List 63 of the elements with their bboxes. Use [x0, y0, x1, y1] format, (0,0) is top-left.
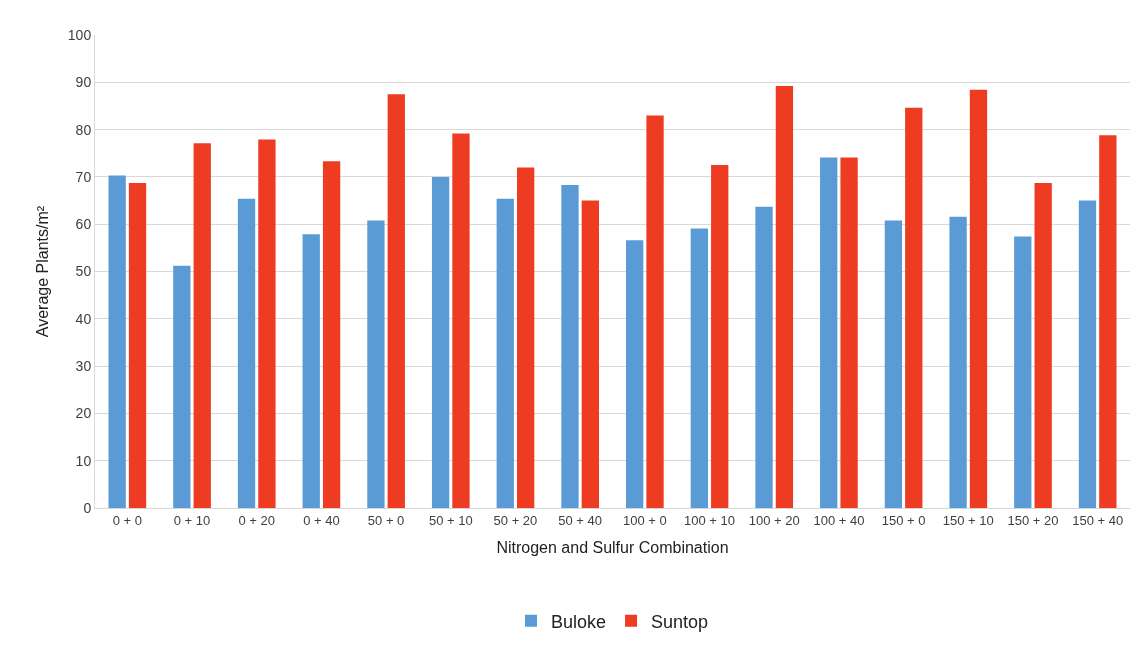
bar	[711, 165, 729, 508]
legend-label: Suntop	[651, 611, 709, 632]
bar	[581, 200, 599, 508]
bar	[626, 240, 644, 508]
y-tick-label: 50	[75, 263, 92, 280]
bar	[969, 89, 988, 508]
bar	[193, 143, 211, 508]
bar	[387, 94, 405, 508]
x-tick-label: 0 + 40	[303, 512, 340, 528]
y-tick-label: 90	[75, 74, 92, 91]
x-tick-label: 100 + 40	[813, 512, 865, 528]
x-tick-label: 150 + 0	[881, 512, 926, 528]
bar	[108, 175, 126, 508]
x-tick-label: 0 + 10	[173, 512, 211, 528]
bar	[1078, 200, 1097, 508]
bar	[367, 220, 385, 508]
bar	[302, 234, 320, 508]
y-tick-label: 100	[67, 26, 92, 43]
y-tick-label: 0	[83, 499, 92, 516]
bar	[561, 184, 579, 508]
bar	[431, 176, 450, 508]
y-tick-label: 40	[75, 310, 92, 327]
x-tick-label: 0 + 0	[112, 512, 142, 528]
bar	[884, 220, 903, 508]
x-tick-label: 150 + 20	[1007, 512, 1059, 528]
x-tick-label: 50 + 0	[367, 512, 405, 528]
bar	[820, 157, 838, 508]
bar	[173, 265, 191, 508]
x-tick-label: 50 + 40	[558, 512, 603, 528]
bar	[1014, 236, 1032, 508]
bar	[755, 206, 773, 508]
y-tick-label: 30	[75, 358, 92, 374]
y-tick-label: 10	[75, 452, 92, 469]
x-tick-label: 150 + 40	[1072, 512, 1124, 528]
x-tick-label: 100 + 10	[684, 512, 736, 528]
x-tick-label: 50 + 20	[493, 512, 538, 528]
bar	[840, 157, 858, 508]
y-axis-title: Average Plants/m²	[33, 205, 51, 338]
x-tick-label: 100 + 0	[622, 512, 667, 528]
y-tick-label: 70	[75, 168, 92, 185]
bar	[1034, 183, 1052, 508]
bar	[322, 161, 341, 508]
bar	[517, 167, 535, 508]
x-tick-label: 50 + 10	[428, 512, 473, 528]
bar	[646, 115, 664, 508]
x-tick-label: 100 + 20	[748, 512, 800, 528]
bar	[949, 216, 967, 508]
x-tick-label: 150 + 10	[942, 512, 994, 528]
x-tick-label: 0 + 20	[238, 512, 275, 528]
y-tick-label: 80	[75, 121, 92, 138]
bar	[237, 198, 256, 508]
bar	[128, 183, 147, 508]
y-tick-label: 20	[75, 405, 92, 422]
bar	[452, 133, 470, 508]
bar	[496, 198, 514, 508]
bar	[258, 139, 276, 508]
bar	[775, 86, 794, 508]
bar	[905, 107, 923, 508]
legend-label: Buloke	[551, 611, 607, 632]
bar	[690, 228, 708, 508]
bar	[1099, 135, 1117, 508]
y-tick-label: 60	[75, 216, 92, 233]
x-axis-title: Nitrogen and Sulfur Combination	[496, 539, 729, 557]
